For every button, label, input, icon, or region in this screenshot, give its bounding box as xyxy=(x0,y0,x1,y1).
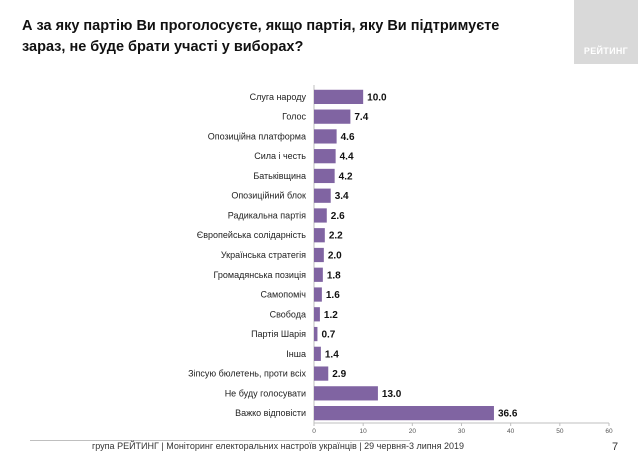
page-number: 7 xyxy=(612,441,619,453)
value-label: 4.2 xyxy=(339,171,353,182)
value-label: 13.0 xyxy=(382,389,402,400)
value-label: 4.4 xyxy=(340,152,354,163)
category-label: Опозиційний блок xyxy=(231,191,306,201)
logo-text: РЕЙТИНГ xyxy=(583,46,629,56)
bar-1 xyxy=(314,89,364,104)
value-label: 36.6 xyxy=(498,409,518,420)
category-label: Українська стратегія xyxy=(221,250,306,260)
category-label: Опозиційна платформа xyxy=(208,131,306,141)
bar-3 xyxy=(314,129,337,144)
bar-7 xyxy=(314,208,327,223)
category-label: Громадянська позиція xyxy=(214,270,307,280)
category-label: Слуга народу xyxy=(250,92,307,102)
value-label: 10.0 xyxy=(367,92,387,103)
bar-13 xyxy=(314,326,318,342)
x-tick-label: 20 xyxy=(409,428,417,435)
category-label: Радикальна партія xyxy=(228,210,306,220)
bar-14 xyxy=(314,346,321,361)
value-label: 3.4 xyxy=(335,191,349,202)
bar-17 xyxy=(314,406,494,421)
bar-8 xyxy=(314,228,325,243)
category-label: Важко відповісти xyxy=(235,408,306,418)
bar-15 xyxy=(314,366,329,381)
x-tick-label: 40 xyxy=(507,428,515,435)
bar-16 xyxy=(314,386,378,401)
category-label: Партія Шарія xyxy=(251,329,306,339)
bar-11 xyxy=(314,287,322,302)
bar-12 xyxy=(314,307,320,322)
bar-5 xyxy=(314,168,335,184)
bar-2 xyxy=(314,109,351,124)
bar-9 xyxy=(314,247,324,263)
value-label: 4.6 xyxy=(341,132,355,143)
value-label: 2.0 xyxy=(328,251,342,262)
category-label: Батьківщина xyxy=(253,171,306,181)
chart-title: А за яку партію Ви проголосуєте, якщо па… xyxy=(22,18,500,55)
value-label: 2.6 xyxy=(331,211,345,222)
bar-10 xyxy=(314,267,323,282)
category-label: Голос xyxy=(282,112,306,122)
footer-divider xyxy=(30,440,410,441)
value-label: 7.4 xyxy=(354,112,368,123)
category-label: Свобода xyxy=(270,309,306,319)
value-label: 1.4 xyxy=(325,349,339,360)
x-tick-label: 10 xyxy=(360,428,368,435)
category-label: Інша xyxy=(286,349,306,359)
value-label: 1.6 xyxy=(326,290,340,301)
rating-logo: РЕЙТИНГ xyxy=(574,0,638,64)
category-label: Сила і честь xyxy=(254,151,306,161)
value-label: 1.8 xyxy=(327,270,341,281)
x-tick-label: 0 xyxy=(312,428,316,435)
x-tick-label: 60 xyxy=(605,428,613,435)
x-tick-label: 50 xyxy=(556,428,564,435)
category-label: Зіпсую бюлетень, проти всіх xyxy=(188,369,306,379)
value-label: 2.9 xyxy=(332,369,346,380)
value-label: 0.7 xyxy=(321,330,335,341)
bar-6 xyxy=(314,188,331,203)
category-label: Самопоміч xyxy=(260,290,306,300)
footer-text: група РЕЙТИНГ | Моніторинг електоральних… xyxy=(92,441,465,451)
value-label: 1.2 xyxy=(324,310,338,321)
x-tick-label: 30 xyxy=(458,428,466,435)
category-label: Не буду голосувати xyxy=(225,388,306,398)
bar-4 xyxy=(314,149,336,164)
value-label: 2.2 xyxy=(329,231,343,242)
category-label: Європейська солідарність xyxy=(197,230,307,240)
